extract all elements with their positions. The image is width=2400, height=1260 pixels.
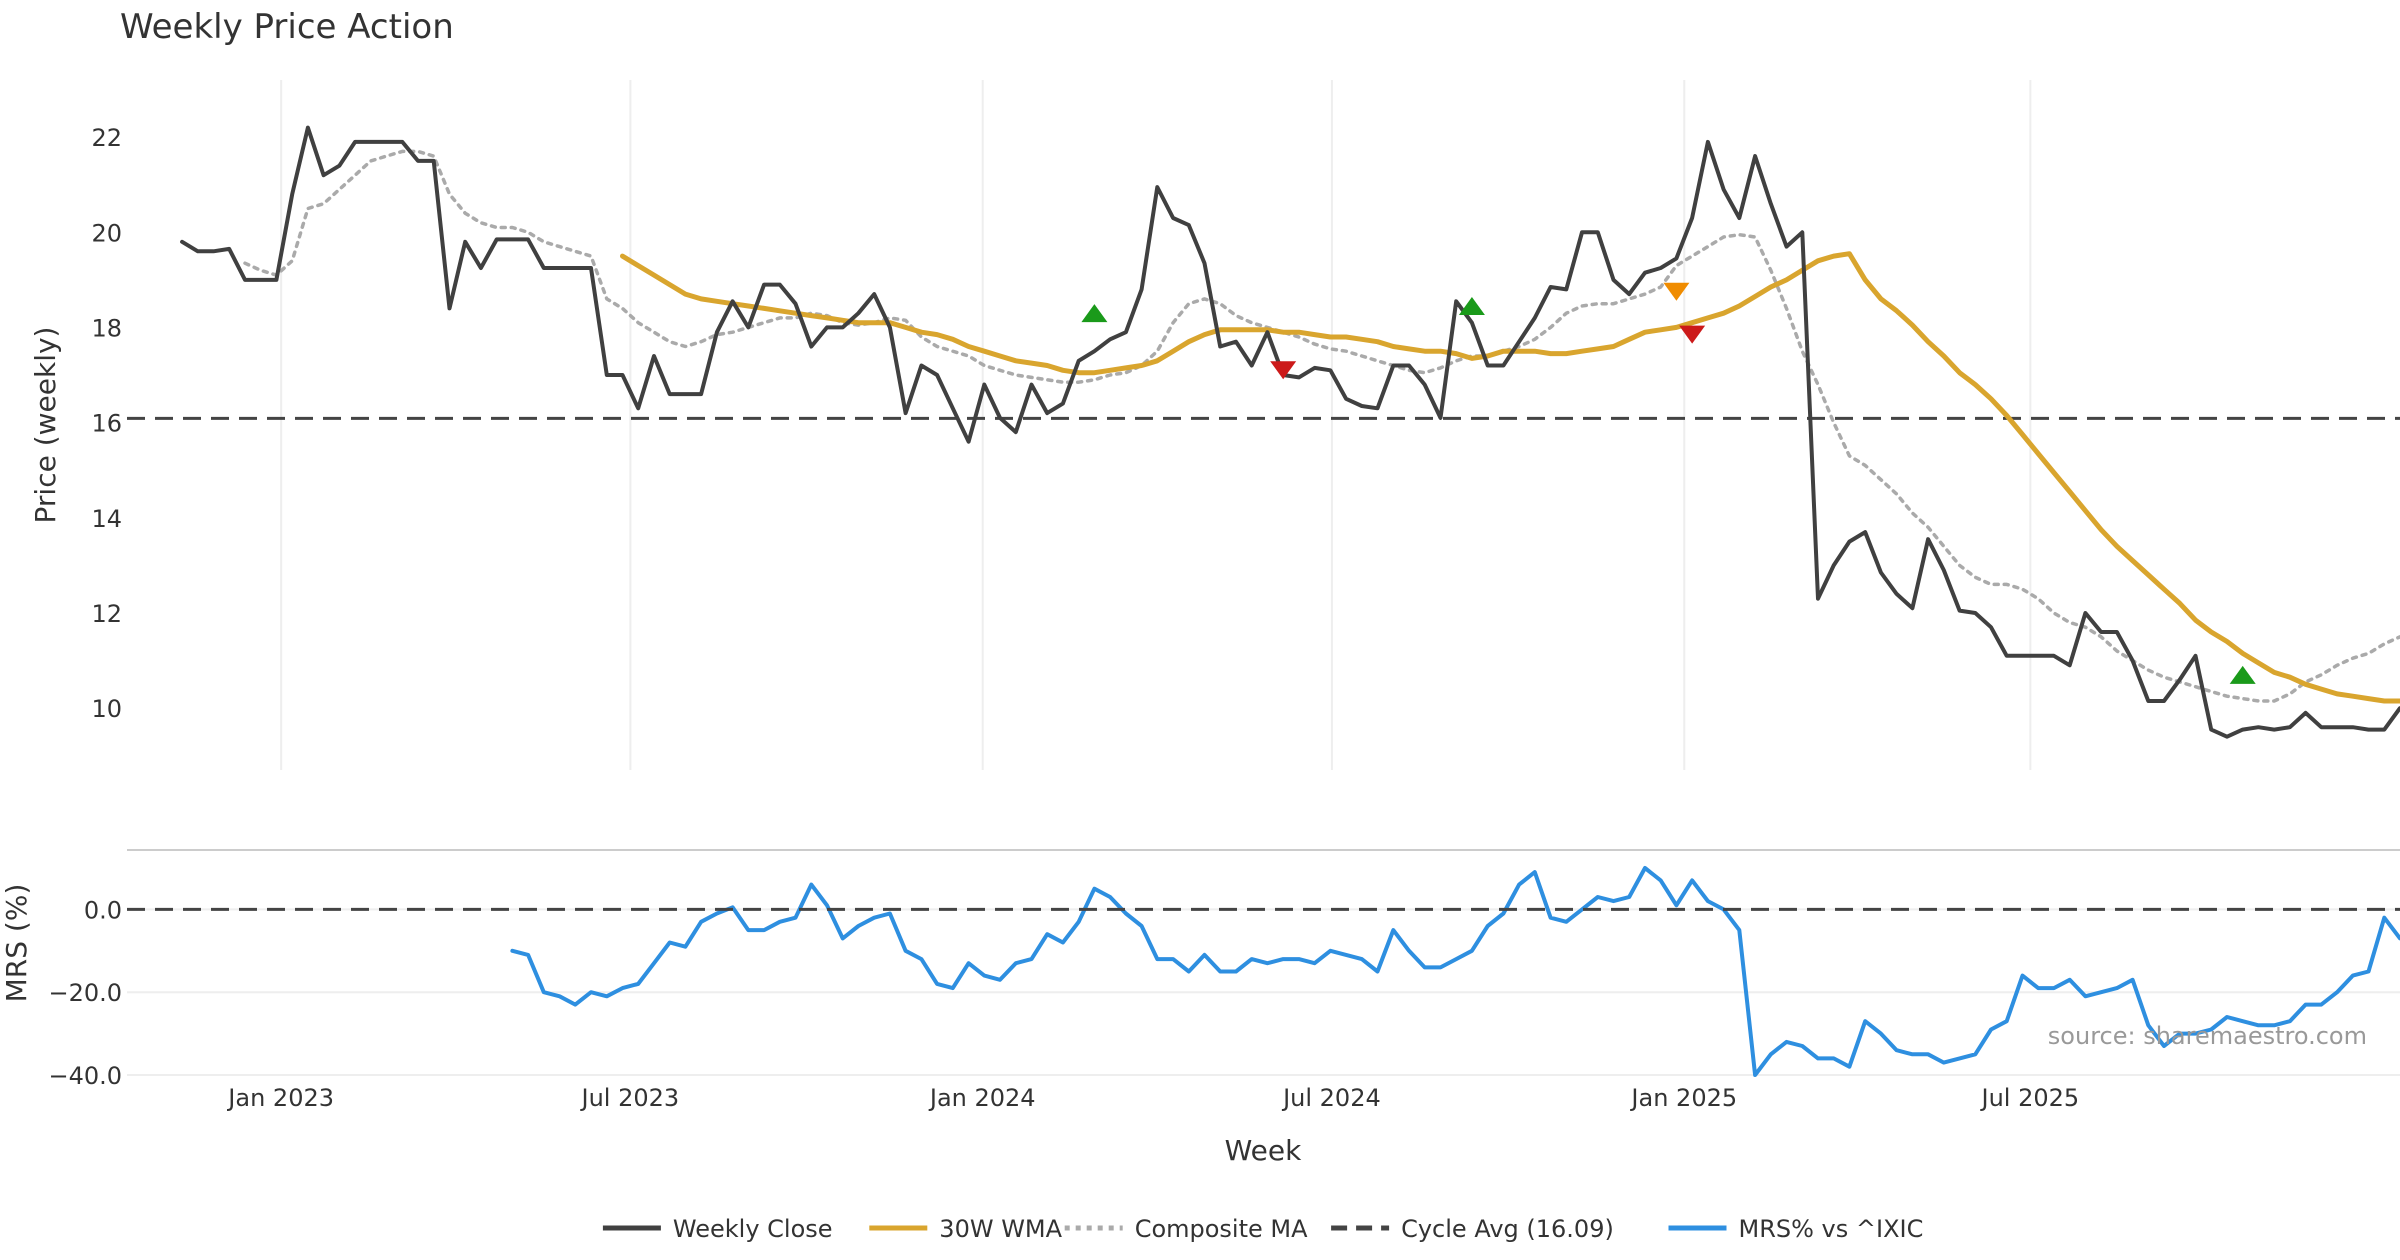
mrs-y-axis-label: MRS (%) — [0, 884, 33, 1003]
sell-signal-marker — [1679, 325, 1706, 344]
price-y-tick-label: 18 — [91, 314, 122, 342]
price-y-axis-label: Price (weekly) — [29, 327, 62, 524]
legend-label-weekly-close: Weekly Close — [673, 1215, 833, 1243]
mrs-y-tick-label: −40.0 — [48, 1062, 122, 1090]
y-tick-labels: 10 12 14 16 18 20 22 0.0 −20.0 −40.0 — [48, 124, 122, 1090]
legend-label-composite-ma: Composite MA — [1135, 1215, 1308, 1243]
price-y-tick-label: 22 — [91, 124, 122, 152]
price-y-tick-label: 14 — [91, 505, 122, 533]
source-annotation: source: sharemaestro.com — [2048, 1022, 2367, 1050]
x-tick-label: Jan 2024 — [928, 1084, 1036, 1112]
buy-signal-marker — [1081, 304, 1108, 323]
mrs-series-mrs-vs-ixic — [510, 866, 2400, 1077]
mrs-y-tick-label: −20.0 — [48, 979, 122, 1007]
price-y-tick-label: 16 — [91, 410, 122, 438]
buy-signal-marker — [2229, 665, 2256, 684]
price-panel — [127, 125, 2400, 739]
chart-title: Weekly Price Action — [120, 7, 454, 47]
x-tick-label: Jul 2024 — [1281, 1084, 1381, 1112]
price-series-30w-wma — [620, 251, 2400, 704]
x-tick-label: Jan 2025 — [1629, 1084, 1737, 1112]
legend: Weekly Close 30W WMA Composite MA Cycle Avg… — [602, 1215, 1924, 1243]
sell-signal-marker — [1663, 282, 1690, 301]
legend-label-30w-wma: 30W WMA — [939, 1215, 1062, 1243]
legend-label-mrs-vs-ixic: MRS% vs ^IXIC — [1739, 1215, 1924, 1243]
x-tick-labels: Jan 2023 Jul 2023 Jan 2024 Jul 2024 Jan 2025… — [226, 1084, 2079, 1112]
mrs-y-tick-label: 0.0 — [84, 896, 122, 924]
price-y-tick-label: 12 — [91, 600, 122, 628]
sell-signal-marker — [1270, 361, 1297, 380]
x-axis-label: Week — [1225, 1134, 1302, 1167]
buy-signal-marker — [1458, 297, 1485, 316]
price-y-tick-label: 20 — [91, 219, 122, 247]
price-grid — [280, 80, 2032, 770]
mrs-panel — [127, 866, 2400, 1077]
price-series-weekly-close — [180, 125, 2400, 739]
price-y-tick-label: 10 — [91, 695, 122, 723]
x-tick-label: Jan 2023 — [226, 1084, 334, 1112]
legend-label-cycle-avg-16-09: Cycle Avg (16.09) — [1401, 1215, 1614, 1243]
x-tick-label: Jul 2023 — [580, 1084, 680, 1112]
x-tick-label: Jul 2025 — [1980, 1084, 2080, 1112]
